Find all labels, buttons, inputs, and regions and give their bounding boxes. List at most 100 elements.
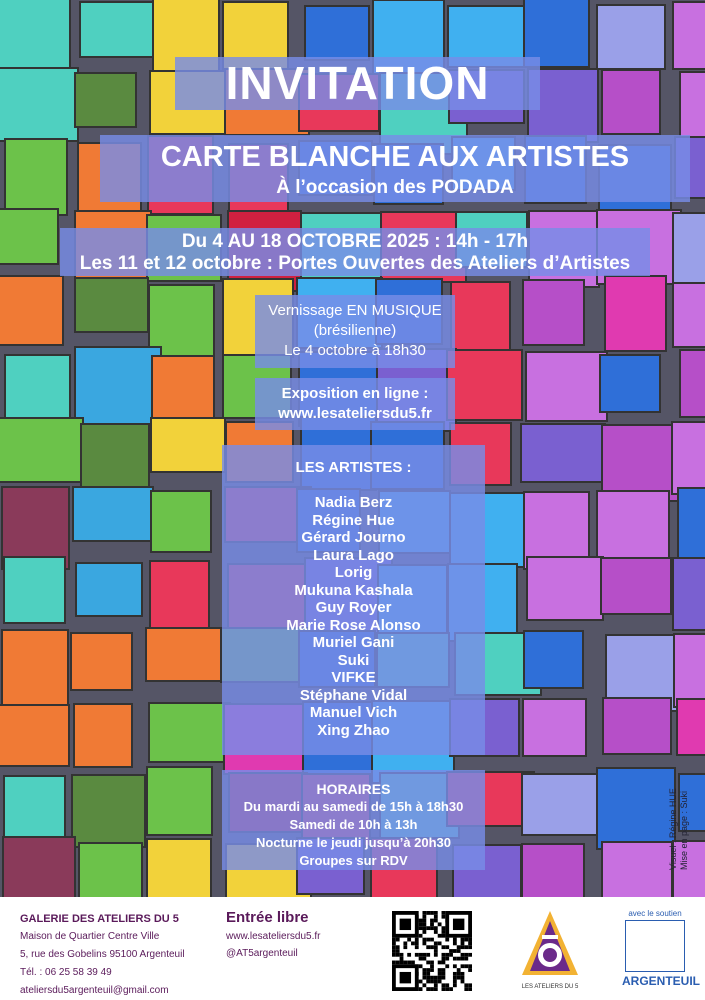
artist-name: Guy Royer [315, 599, 392, 616]
dates-banner: Du 4 AU 18 OCTOBRE 2025 : 14h - 17h Les … [60, 228, 650, 276]
sponsor-name: ARGENTEUIL [622, 974, 700, 988]
mosaic-tile [145, 626, 225, 683]
mosaic-tile [446, 348, 523, 421]
gallery-name: GALERIE DES ATELIERS DU 5 [20, 913, 179, 925]
mosaic-tile [671, 840, 705, 897]
mosaic-tile [70, 632, 133, 692]
website-link[interactable]: www.lesateliersdu5.fr [226, 931, 321, 942]
artist-name: Régine Hue [312, 511, 395, 529]
credits: Visuel : Régine HUE Mise en page : Suki [668, 750, 690, 870]
mosaic-tile [78, 0, 154, 59]
mosaic-tile [525, 351, 608, 422]
expo-label: Exposition en ligne : [281, 385, 429, 402]
qr-code-icon[interactable] [392, 911, 472, 991]
artist-name: Laura Lago [313, 546, 394, 564]
artist-name: Mukuna Kashala [294, 581, 413, 599]
sponsor-label: avec le soutien [628, 909, 682, 918]
event-title: CARTE BLANCHE AUX ARTISTES [160, 141, 630, 173]
gallery-address: 5, rue des Gobelins 95100 Argenteuil [20, 949, 185, 960]
hours-line: Du mardi au samedi de 15h à 18h30 [243, 799, 464, 814]
mosaic-tile [676, 487, 705, 566]
mosaic-tile [523, 0, 591, 68]
mosaic-tile [1, 628, 69, 706]
ateliers-logo-text: LES ATELIERS DU 5 [521, 984, 579, 990]
mosaic-tile [72, 486, 154, 542]
gallery-phone: Tél. : 06 25 58 39 49 [20, 967, 112, 978]
mosaic-tile [598, 354, 662, 414]
mosaic-tile [601, 696, 673, 755]
artist-name: Lorig [334, 564, 373, 581]
mosaic-tile [146, 838, 213, 897]
artist-name: VIFKE [331, 669, 376, 686]
mosaic-tile [148, 702, 232, 764]
mosaic-tile [523, 630, 584, 689]
entry-title: Entrée libre [226, 909, 309, 926]
mosaic-tile [74, 71, 137, 129]
argenteuil-crest-icon [625, 920, 685, 972]
mosaic-tile [0, 67, 80, 142]
mosaic-tile [79, 423, 151, 489]
mosaic-tile [675, 698, 705, 757]
expo-website: www.lesateliersdu5.fr [278, 405, 432, 422]
ateliers-logo-icon [522, 911, 578, 975]
mosaic-tile [0, 704, 70, 767]
mosaic-tile [672, 632, 705, 709]
mosaic-tile [74, 562, 143, 618]
sponsor-logo: avec le soutien ARGENTEUIL [622, 909, 700, 988]
event-title-banner: CARTE BLANCHE AUX ARTISTES À l’occasion … [100, 135, 690, 202]
mosaic-tile [672, 282, 705, 348]
mosaic-tile [73, 276, 150, 333]
mosaic-tile [678, 70, 705, 140]
hours-box: HORAIRES Du mardi au samedi de 15h à 18h… [222, 770, 485, 870]
mosaic-tile [449, 280, 512, 358]
mosaic-tile [149, 560, 211, 631]
hours-line: Samedi de 10h à 13h [289, 817, 418, 832]
hours-heading: HORAIRES [316, 781, 391, 797]
mosaic-tile [71, 774, 147, 849]
mosaic-tile [603, 275, 668, 353]
online-expo-box: Exposition en ligne : www.lesateliersdu5… [255, 378, 455, 430]
artist-name: Suki [337, 651, 370, 669]
credit-layout: Mise en page : Suki [679, 790, 689, 870]
mosaic-tile [73, 703, 134, 768]
artist-name: Stéphane Vidal [299, 686, 408, 704]
hours-line: Groupes sur RDV [299, 853, 408, 868]
mosaic-tile [672, 1, 705, 71]
social-handle[interactable]: @AT5argenteuil [226, 948, 298, 959]
mosaic-tile [600, 557, 672, 616]
dates-line: Du 4 AU 18 OCTOBRE 2025 : 14h - 17h [181, 231, 529, 252]
mosaic-tile [671, 211, 705, 287]
mosaic-tile [149, 416, 226, 474]
mosaic-tile [595, 4, 667, 70]
artist-name: Manuel Vich [309, 704, 398, 721]
gallery-address: Maison de Quartier Centre Ville [20, 931, 160, 942]
mosaic-tile [595, 767, 676, 850]
vernissage-line: (brésilienne) [313, 322, 397, 339]
mosaic-tile [522, 278, 586, 347]
mosaic-tile [0, 417, 85, 483]
artist-name: Marie Rose Alonso [286, 616, 421, 634]
artists-box: LES ARTISTES : Nadia Berz Régine Hue Gérar… [222, 445, 485, 755]
invitation-title: INVITATION [175, 57, 540, 110]
ateliers-logo: LES ATELIERS DU 5 [515, 909, 585, 997]
artist-name: Muriel Gani [312, 634, 395, 651]
mosaic-tile [520, 843, 586, 897]
mosaic-tile [600, 69, 662, 136]
mosaic-tile [78, 841, 143, 897]
entry-info: Entrée libre www.lesateliersdu5.fr @AT5a… [226, 908, 320, 962]
artist-name: Gérard Journo [301, 529, 406, 546]
mosaic-tile [678, 773, 705, 832]
gallery-email[interactable]: ateliersdu5argenteuil@gmail.com [20, 985, 169, 996]
mosaic-tile [0, 275, 65, 347]
gallery-info: GALERIE DES ATELIERS DU 5 Maison de Quar… [20, 910, 185, 1000]
mosaic-tile [145, 766, 214, 836]
mosaic-tile [2, 555, 66, 625]
mosaic-tile [0, 0, 71, 70]
mosaic-tile [0, 208, 60, 266]
footer: GALERIE DES ATELIERS DU 5 Maison de Quar… [0, 897, 705, 1000]
mosaic-tile [520, 772, 611, 836]
mosaic-tile [3, 137, 68, 217]
artists-heading: LES ARTISTES : [295, 459, 412, 476]
open-days-line: Les 11 et 12 octobre : Portes Ouvertes d… [79, 253, 631, 274]
mosaic-tile [304, 4, 370, 62]
